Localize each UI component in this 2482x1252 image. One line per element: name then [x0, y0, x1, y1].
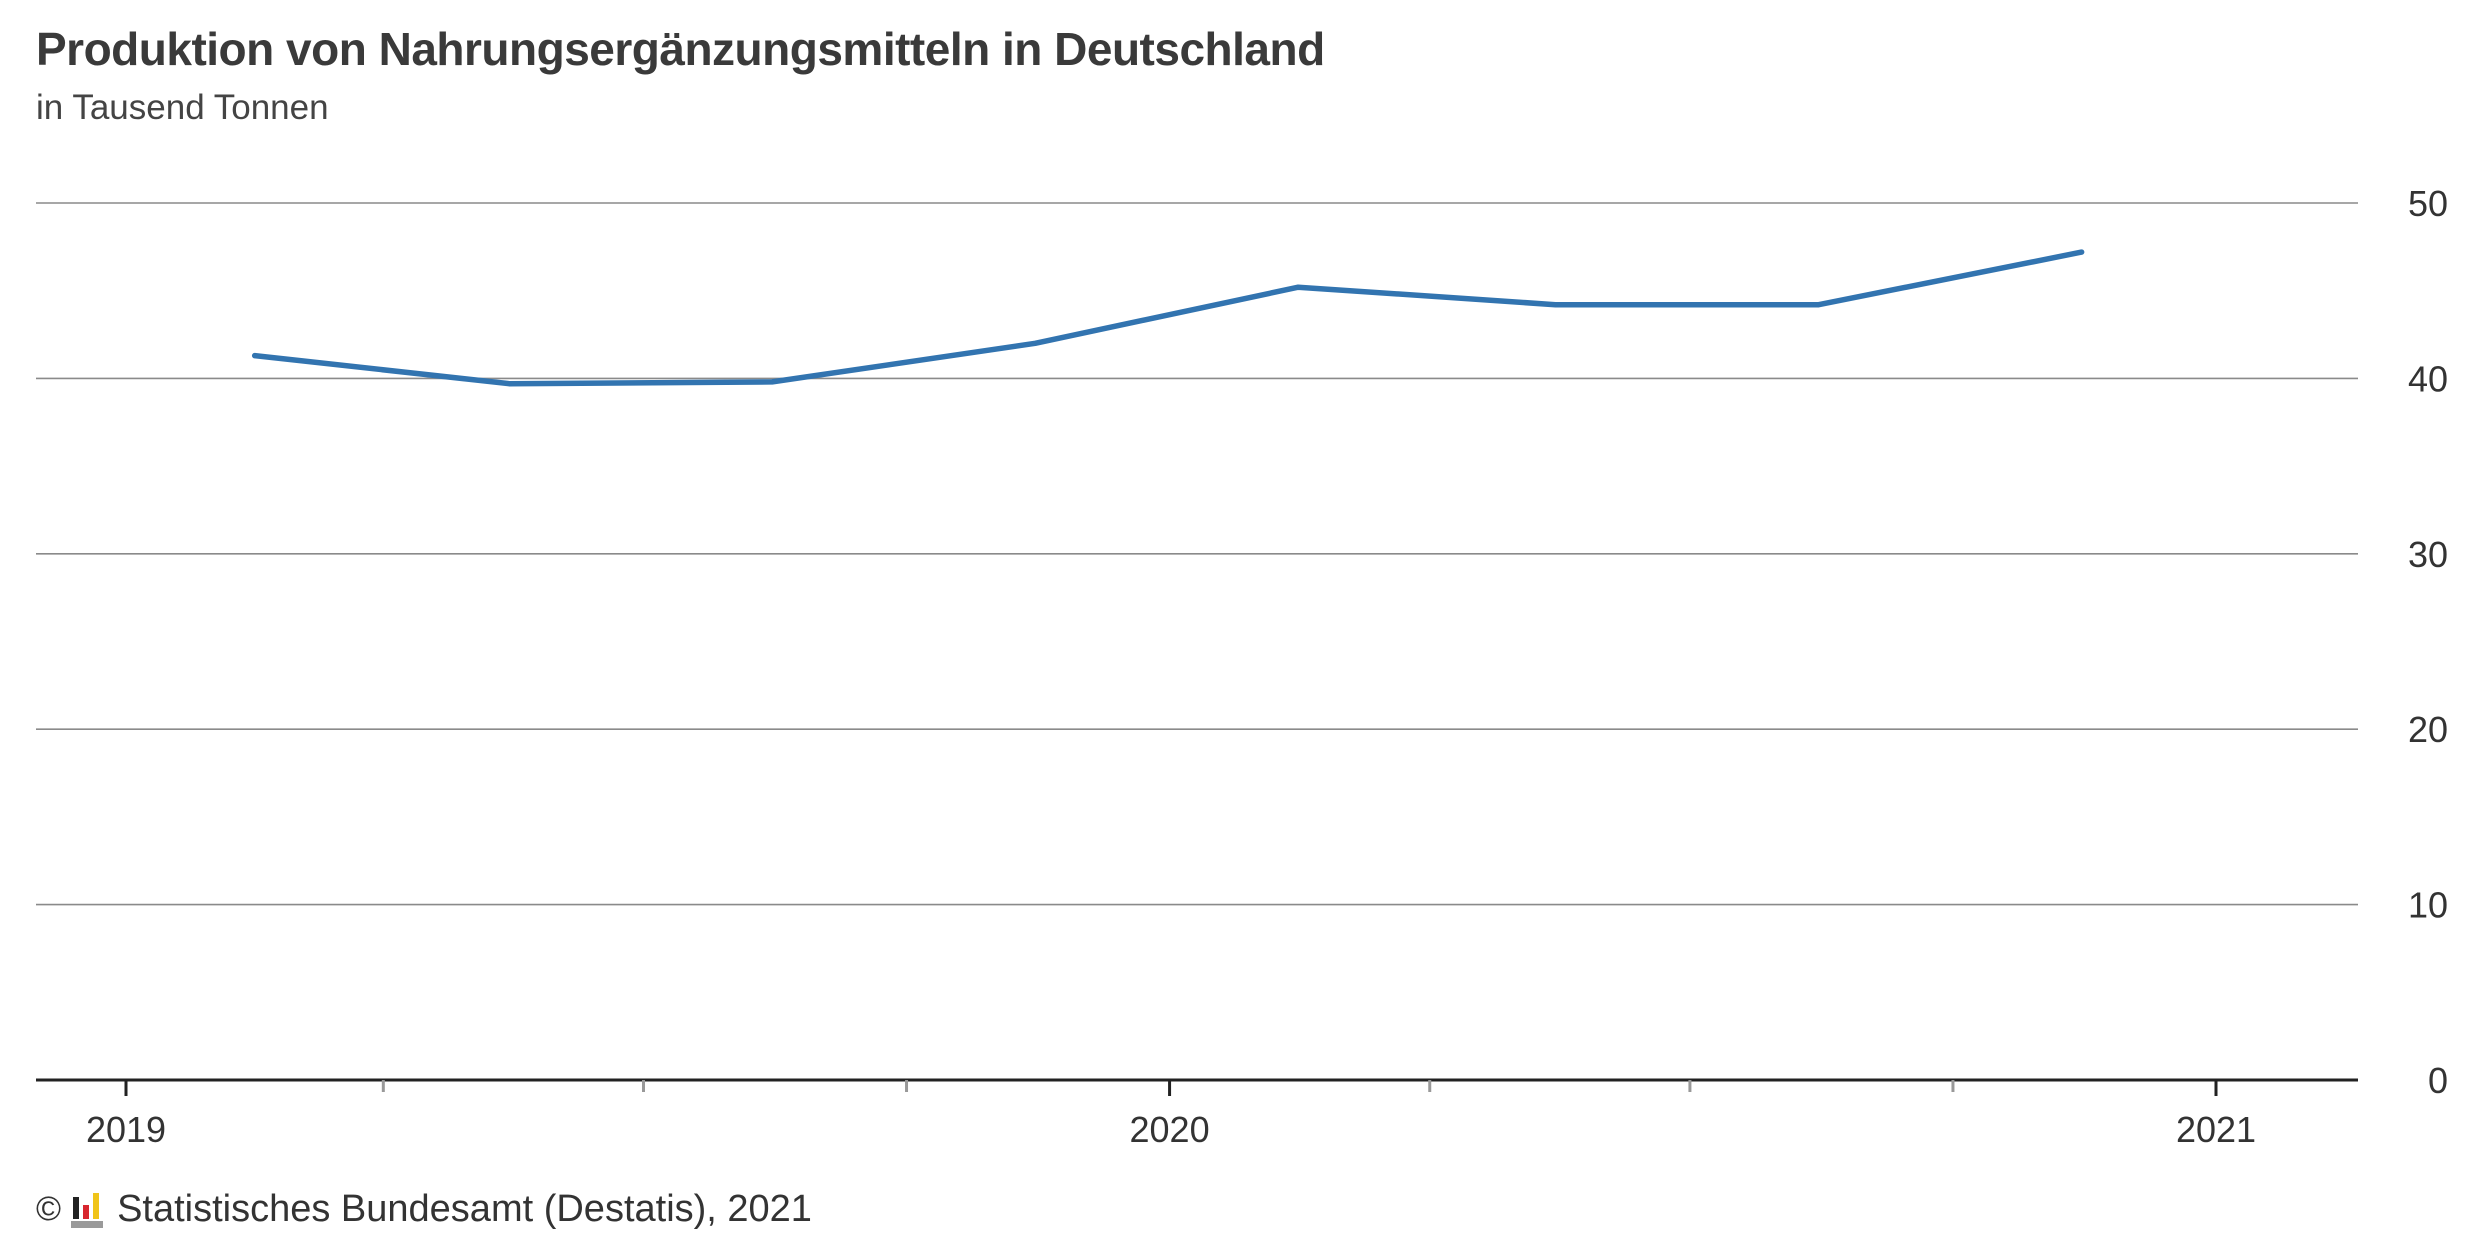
x-axis	[36, 1078, 2358, 1096]
y-tick-label-30: 30	[2408, 534, 2448, 575]
chart-title: Produktion von Nahrungsergänzungsmitteln…	[36, 23, 1325, 75]
y-tick-label-10: 10	[2408, 885, 2448, 926]
data-point-0-4	[1295, 284, 1301, 290]
data-point-0-6	[1816, 302, 1822, 308]
data-point-0-7	[2079, 249, 2085, 255]
series-line-0	[251, 249, 2085, 387]
source-footer: © Statistisches Bundesamt (Destatis), 20…	[36, 1188, 812, 1231]
y-tick-label-0: 0	[2428, 1060, 2448, 1101]
x-axis-labels: 2019 2020 2021	[86, 1109, 2256, 1150]
data-point-0-3	[1032, 340, 1038, 346]
y-tick-label-20: 20	[2408, 709, 2448, 750]
x-tick-label-2021: 2021	[2176, 1109, 2256, 1150]
y-axis-labels: 0 10 20 30 40 50	[2408, 183, 2448, 1101]
data-point-0-1	[506, 381, 512, 387]
x-tick-label-2020: 2020	[1130, 1109, 1210, 1150]
x-tick-label-2019: 2019	[86, 1109, 166, 1150]
y-tick-label-50: 50	[2408, 183, 2448, 224]
chart-subtitle: in Tausend Tonnen	[36, 88, 329, 127]
data-point-0-2	[769, 379, 775, 385]
data-point-0-5	[1553, 302, 1559, 308]
gridlines	[36, 202, 2358, 906]
data-point-0-0	[252, 353, 258, 359]
copyright-symbol: ©	[36, 1190, 62, 1228]
y-tick-label-40: 40	[2408, 358, 2448, 399]
series-layer	[251, 249, 2085, 387]
source-text: Statistisches Bundesamt (Destatis), 2021	[117, 1188, 812, 1230]
destatis-logo-icon	[71, 1191, 104, 1229]
